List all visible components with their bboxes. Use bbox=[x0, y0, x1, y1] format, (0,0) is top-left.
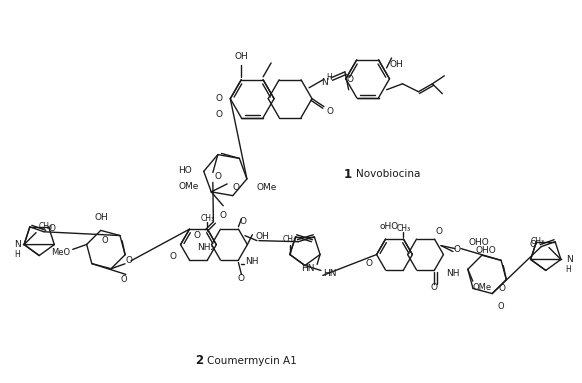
Text: O: O bbox=[431, 283, 438, 292]
Text: N: N bbox=[322, 78, 328, 87]
Text: O: O bbox=[453, 245, 460, 254]
Text: 1: 1 bbox=[344, 168, 352, 181]
Text: NH₂: NH₂ bbox=[197, 243, 214, 252]
Text: O: O bbox=[126, 256, 133, 265]
Text: O: O bbox=[240, 217, 247, 226]
Text: HN: HN bbox=[323, 269, 336, 278]
Text: N: N bbox=[566, 255, 573, 264]
Text: O: O bbox=[120, 275, 127, 284]
Text: OH: OH bbox=[235, 52, 248, 62]
Text: CH₃: CH₃ bbox=[283, 235, 297, 244]
Text: O: O bbox=[169, 252, 176, 261]
Text: OH: OH bbox=[94, 213, 108, 222]
Text: NH: NH bbox=[245, 257, 258, 266]
Text: O: O bbox=[530, 240, 537, 249]
Text: O: O bbox=[220, 211, 227, 220]
Text: OMe: OMe bbox=[179, 182, 199, 191]
Text: oHO: oHO bbox=[380, 222, 399, 231]
Text: H: H bbox=[15, 250, 20, 259]
Text: O: O bbox=[327, 107, 333, 116]
Text: O: O bbox=[365, 259, 372, 268]
Text: Coumermycin A1: Coumermycin A1 bbox=[207, 356, 297, 366]
Text: MeO: MeO bbox=[52, 248, 71, 257]
Text: O: O bbox=[216, 110, 223, 119]
Text: 2: 2 bbox=[196, 354, 204, 367]
Text: OH: OH bbox=[255, 232, 269, 241]
Text: H: H bbox=[326, 73, 332, 82]
Text: CH₃: CH₃ bbox=[396, 224, 410, 233]
Text: CH₃: CH₃ bbox=[39, 222, 53, 231]
Text: O: O bbox=[232, 183, 239, 192]
Text: O: O bbox=[214, 172, 221, 181]
Text: O: O bbox=[498, 302, 505, 311]
Text: H: H bbox=[566, 265, 572, 274]
Text: HN: HN bbox=[301, 264, 315, 273]
Text: O: O bbox=[436, 227, 443, 236]
Text: O: O bbox=[194, 231, 201, 240]
Text: NH: NH bbox=[446, 269, 460, 278]
Text: O: O bbox=[346, 75, 353, 84]
Text: CH₃: CH₃ bbox=[531, 237, 545, 246]
Text: OMe: OMe bbox=[257, 183, 278, 192]
Text: N: N bbox=[14, 240, 21, 249]
Text: HO: HO bbox=[178, 166, 192, 175]
Text: CH₃: CH₃ bbox=[200, 214, 214, 223]
Text: O: O bbox=[215, 94, 222, 103]
Text: OMe: OMe bbox=[473, 283, 492, 291]
Text: O: O bbox=[48, 224, 55, 233]
Text: OHO: OHO bbox=[475, 246, 496, 255]
Text: O: O bbox=[499, 284, 506, 293]
Text: O: O bbox=[238, 274, 245, 283]
Text: OH: OH bbox=[389, 61, 403, 69]
Text: OHO: OHO bbox=[469, 238, 489, 247]
Text: Novobiocina: Novobiocina bbox=[356, 169, 420, 179]
Text: O: O bbox=[101, 236, 108, 245]
